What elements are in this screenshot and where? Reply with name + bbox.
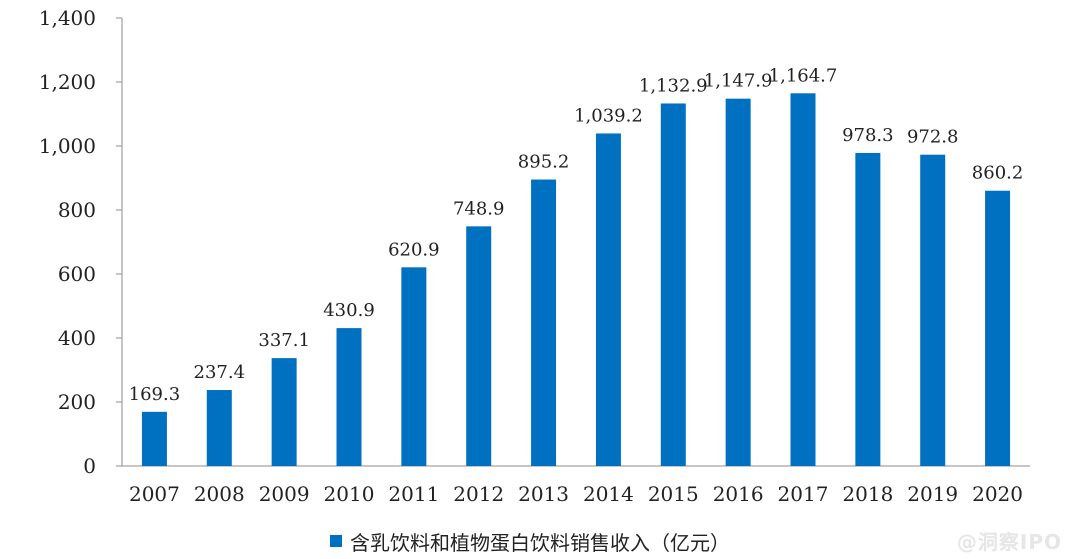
bar xyxy=(985,190,1011,466)
bar xyxy=(595,133,621,466)
data-label: 895.2 xyxy=(518,152,570,173)
bar xyxy=(141,411,167,466)
data-label: 860.2 xyxy=(972,163,1024,184)
x-tick-label: 2014 xyxy=(583,482,634,506)
bar xyxy=(790,93,816,467)
data-label: 1,164.7 xyxy=(769,65,838,86)
data-label: 972.8 xyxy=(907,127,959,148)
x-tick-label: 2016 xyxy=(713,482,764,506)
watermark: @洞察IPO xyxy=(956,530,1062,554)
data-label: 620.9 xyxy=(388,239,440,260)
data-label: 978.3 xyxy=(842,125,894,146)
bar xyxy=(920,154,946,467)
x-tick-label: 2017 xyxy=(778,482,829,506)
data-label: 430.9 xyxy=(323,300,375,321)
x-tick-label: 2013 xyxy=(518,482,569,506)
bar xyxy=(855,152,881,466)
bar xyxy=(401,267,427,466)
x-tick-label: 2007 xyxy=(129,482,180,506)
x-tick-label: 2015 xyxy=(648,482,699,506)
x-tick-label: 2019 xyxy=(907,482,958,506)
bar xyxy=(336,328,362,466)
data-label: 1,132.9 xyxy=(639,75,708,96)
data-label: 237.4 xyxy=(194,362,246,383)
bar xyxy=(531,179,557,466)
y-tick-label: 0 xyxy=(83,454,96,478)
y-tick-label: 1,400 xyxy=(39,6,96,30)
bar xyxy=(725,98,751,466)
data-label: 337.1 xyxy=(258,330,310,351)
bar xyxy=(660,103,686,467)
x-tick-label: 2010 xyxy=(324,482,375,506)
data-label: 1,147.9 xyxy=(704,71,773,92)
y-tick-label: 800 xyxy=(58,198,96,222)
x-tick-label: 2020 xyxy=(972,482,1023,506)
bar xyxy=(206,390,232,466)
data-label: 1,039.2 xyxy=(574,105,643,126)
legend-swatch xyxy=(330,535,342,547)
data-label: 169.3 xyxy=(129,384,181,405)
bar xyxy=(271,358,297,466)
y-tick-label: 600 xyxy=(58,262,96,286)
data-label: 748.9 xyxy=(453,198,505,219)
legend: 含乳饮料和植物蛋白饮料销售收入（亿元） xyxy=(330,528,730,555)
y-tick-label: 200 xyxy=(58,390,96,414)
x-tick-label: 2012 xyxy=(453,482,504,506)
x-tick-label: 2011 xyxy=(388,482,439,506)
bar xyxy=(466,226,492,466)
legend-label: 含乳饮料和植物蛋白饮料销售收入（亿元） xyxy=(350,530,730,555)
y-tick-label: 1,200 xyxy=(39,70,96,94)
x-tick-label: 2008 xyxy=(194,482,245,506)
y-tick-label: 1,000 xyxy=(39,134,96,158)
x-tick-label: 2018 xyxy=(842,482,893,506)
y-tick-label: 400 xyxy=(58,326,96,350)
x-tick-label: 2009 xyxy=(259,482,310,506)
